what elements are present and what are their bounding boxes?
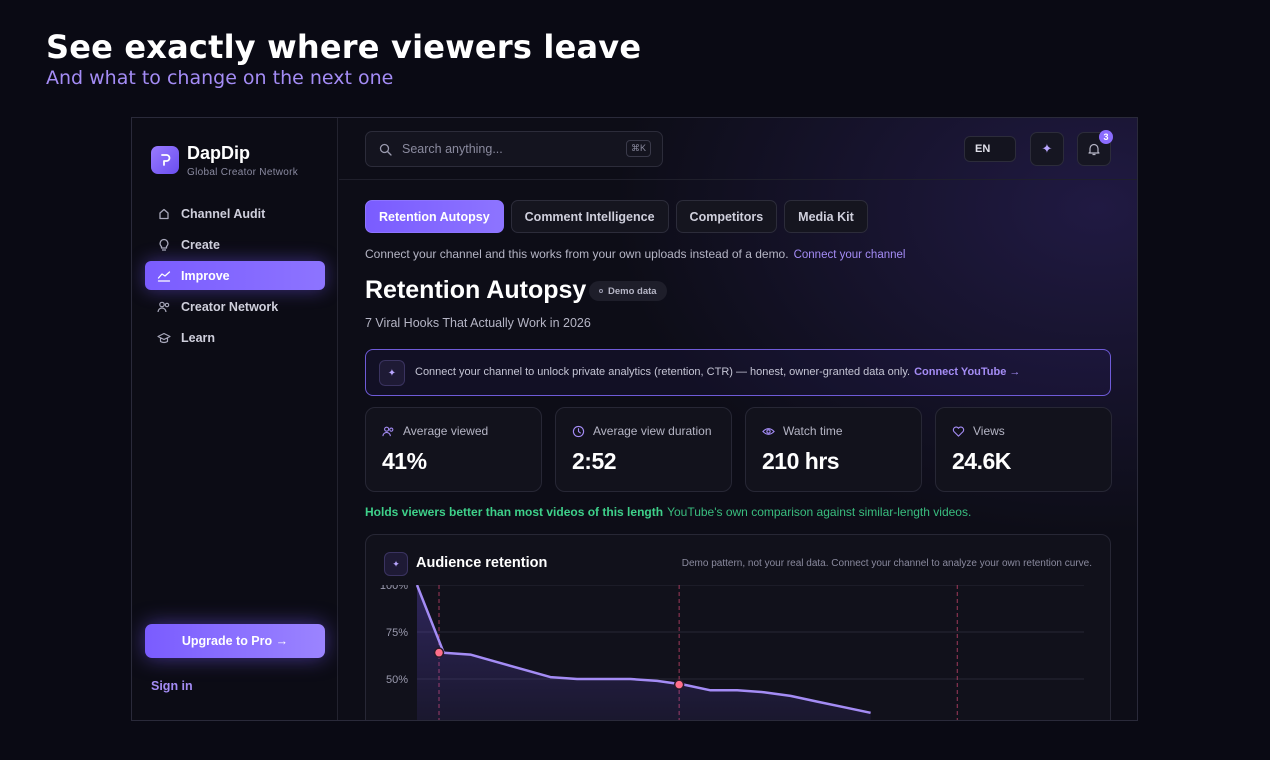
- comparison-headline: Holds viewers better than most videos of…: [365, 505, 664, 519]
- metric-value: 2:52: [572, 448, 617, 474]
- main-content: Search anything... ⌘K EN ✦ 3 Retention A…: [339, 118, 1137, 720]
- retention-line: [415, 585, 871, 715]
- demo-badge-label: Demo data: [608, 285, 657, 297]
- tab-bar: Retention Autopsy Comment Intelligence C…: [365, 200, 868, 233]
- y-tick-label: 50%: [386, 674, 408, 686]
- sidebar-item-create[interactable]: Create: [145, 230, 325, 259]
- retention-area: [417, 585, 871, 720]
- sidebar-item-label: Improve: [181, 268, 230, 283]
- y-tick-label: 100%: [380, 585, 408, 592]
- search-icon: [379, 143, 392, 156]
- metric-card-watch-time: Watch time 210 hrs: [745, 407, 922, 492]
- metric-value: 210 hrs: [762, 448, 840, 474]
- tab-media-kit[interactable]: Media Kit: [784, 200, 868, 233]
- connect-notice-text: Connect your channel and this works from…: [365, 247, 789, 261]
- comparison-detail: YouTube's own comparison against similar…: [667, 505, 972, 519]
- hero-title: See exactly where viewers leave: [46, 28, 642, 66]
- metric-label: Average viewed: [403, 424, 489, 438]
- sparkle-icon: ✦: [379, 360, 405, 386]
- retention-chart-card: ✦ Audience retention Demo pattern, not y…: [365, 534, 1111, 720]
- demo-data-badge: Demo data: [589, 281, 667, 301]
- brand-tagline: Global Creator Network: [187, 167, 299, 178]
- sidebar: DapDip Global Creator Network Channel Au…: [132, 118, 338, 720]
- sparkle-icon: ✦: [384, 552, 408, 576]
- connect-banner: ✦ Connect your channel to unlock private…: [365, 349, 1111, 396]
- brand-name[interactable]: DapDip: [187, 143, 250, 163]
- metrics-row: Average viewed 41% Average view duration…: [365, 407, 1112, 492]
- metric-value: 24.6K: [952, 448, 1011, 474]
- sidebar-item-creator-network[interactable]: Creator Network: [145, 292, 325, 321]
- sign-in-link[interactable]: Sign in: [151, 679, 193, 693]
- heart-icon: [952, 425, 965, 438]
- sidebar-item-learn[interactable]: Learn: [145, 323, 325, 352]
- tab-retention-autopsy[interactable]: Retention Autopsy: [365, 200, 504, 233]
- trend-icon: [157, 269, 171, 283]
- metric-value: 41%: [382, 448, 427, 474]
- ai-assist-button[interactable]: ✦: [1030, 132, 1064, 166]
- y-tick-label: 75%: [386, 627, 408, 639]
- sidebar-item-channel-audit[interactable]: Channel Audit: [145, 199, 325, 228]
- bulb-icon: [157, 238, 171, 252]
- notifications-button[interactable]: [1077, 132, 1111, 166]
- language-select[interactable]: EN: [964, 136, 1016, 162]
- sidebar-item-label: Learn: [181, 330, 216, 345]
- banner-message: Connect your channel to unlock private a…: [415, 366, 911, 378]
- users-icon: [157, 300, 171, 314]
- brand-logo-icon[interactable]: [151, 146, 179, 174]
- page-title: Retention Autopsy: [365, 276, 587, 304]
- notification-badge: 3: [1099, 130, 1113, 144]
- search-icon: [157, 207, 171, 221]
- dot-icon: [599, 289, 603, 293]
- drop-off-point: [433, 647, 445, 658]
- banner-text: Connect your channel to unlock private a…: [415, 366, 1020, 378]
- users-icon: [382, 425, 395, 438]
- search-shortcut: ⌘K: [625, 140, 651, 157]
- metric-label: Watch time: [783, 424, 843, 438]
- sparkle-icon: ✦: [1041, 141, 1053, 156]
- search-input[interactable]: Search anything... ⌘K: [365, 131, 663, 167]
- app-window: DapDip Global Creator Network Channel Au…: [131, 117, 1138, 721]
- sidebar-item-label: Create: [181, 237, 220, 252]
- graduation-cap-icon: [157, 331, 171, 345]
- connect-channel-link[interactable]: Connect your channel: [793, 249, 906, 261]
- top-bar: Search anything... ⌘K EN ✦ 3: [339, 118, 1137, 180]
- retention-chart: 100% 75% 50%: [380, 585, 1084, 720]
- tab-competitors[interactable]: Competitors: [675, 200, 778, 233]
- tab-comment-intelligence[interactable]: Comment Intelligence: [510, 200, 669, 233]
- eye-icon: [762, 425, 775, 438]
- metric-label: Views: [973, 424, 1005, 438]
- hero-subtitle: And what to change on the next one: [46, 67, 394, 89]
- upgrade-to-pro-button[interactable]: Upgrade to Pro →: [145, 624, 325, 658]
- video-title: 7 Viral Hooks That Actually Work in 2026: [365, 316, 591, 330]
- comparison-line: Holds viewers better than most videos of…: [365, 505, 971, 519]
- sidebar-item-label: Creator Network: [181, 299, 279, 314]
- metric-card-average-viewed: Average viewed 41%: [365, 407, 542, 492]
- metric-card-average-view-duration: Average view duration 2:52: [555, 407, 732, 492]
- bell-icon: [1087, 142, 1101, 156]
- drop-off-point: [673, 679, 685, 690]
- chart-title: Audience retention: [416, 555, 548, 571]
- chart-note: Demo pattern, not your real data. Connec…: [681, 558, 1092, 569]
- sidebar-item-label: Channel Audit: [181, 206, 266, 221]
- clock-icon: [572, 425, 585, 438]
- connect-youtube-link[interactable]: Connect YouTube →: [914, 366, 1021, 378]
- search-placeholder: Search anything...: [402, 142, 503, 156]
- sidebar-nav: Channel Audit Create Improve Creator Net…: [145, 199, 325, 354]
- connect-notice: Connect your channel and this works from…: [365, 247, 905, 261]
- sidebar-item-improve[interactable]: Improve: [145, 261, 325, 290]
- metric-card-views: Views 24.6K: [935, 407, 1112, 492]
- metric-label: Average view duration: [593, 424, 712, 438]
